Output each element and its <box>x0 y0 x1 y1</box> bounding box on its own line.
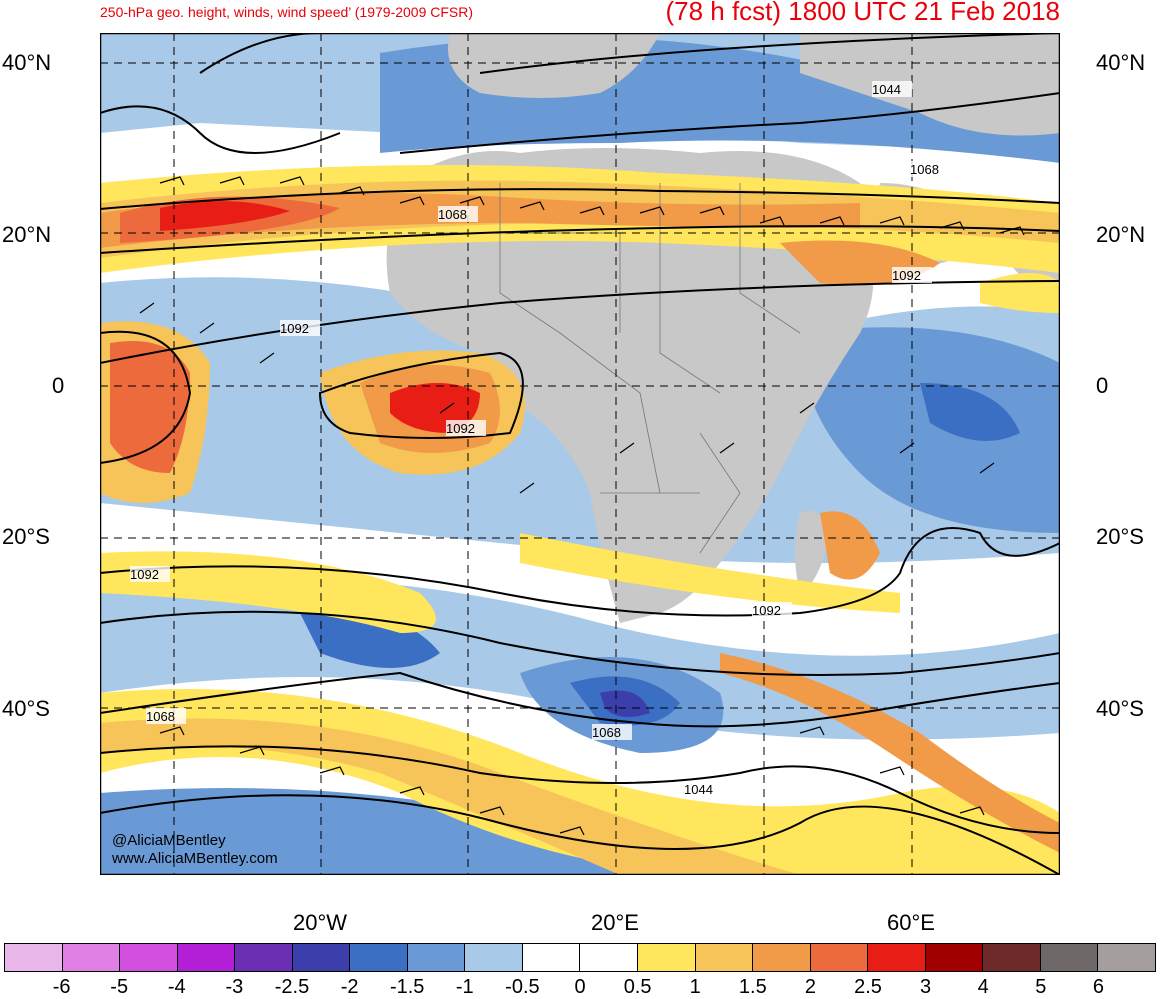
colorbar-tick-label: 1.5 <box>738 976 767 998</box>
contour-label: 1092 <box>130 567 159 582</box>
colorbar-swatch <box>465 944 523 971</box>
colorbar-tick-label: -2.5 <box>274 976 310 998</box>
colorbar-swatch <box>810 944 869 971</box>
colorbar-tick-label: 1 <box>689 976 701 998</box>
graticule <box>100 33 1060 875</box>
contour-label: 1068 <box>438 207 467 222</box>
colorbar-swatch <box>1098 944 1155 971</box>
colorbar-tick-label: -0.5 <box>505 976 540 998</box>
colorbar-swatch <box>522 944 581 971</box>
colorbar-swatch <box>5 944 63 971</box>
lat-label-left: 40°S <box>2 696 50 721</box>
colorbar-tick-label: -6 <box>52 976 71 998</box>
contour-label: 1092 <box>280 321 309 336</box>
colorbar-swatch <box>292 944 351 971</box>
lat-label-right: 0 <box>1096 373 1109 398</box>
colorbar-tick-label: -1.5 <box>389 976 425 998</box>
lat-label-left: 20°N <box>2 222 52 247</box>
contour-label: 1044 <box>872 82 901 97</box>
lat-label-left: 0 <box>52 373 65 398</box>
lat-label-left: 20°S <box>2 524 50 549</box>
colorbar-tick-label: -5 <box>110 976 129 998</box>
colorbar-tick-label: 2.5 <box>854 976 882 998</box>
contour-label: 1044 <box>684 782 713 797</box>
colorbar-tick-label: 0.5 <box>623 976 652 998</box>
lat-label-right: 40°S <box>1096 696 1144 721</box>
map-title: (78 h fcst) 1800 UTC 21 Feb 2018 <box>665 0 1060 26</box>
colorbar-swatch <box>120 944 178 971</box>
colorbar-swatch <box>62 944 121 971</box>
colorbar-tick-label: -1 <box>455 976 474 998</box>
colorbar-tick-label: 6 <box>1092 976 1104 998</box>
lat-label-right: 40°N <box>1096 50 1146 75</box>
credits: @AliciaMBentley www.AliciaMBentley.com <box>112 832 278 868</box>
colorbar-swatch <box>695 944 754 971</box>
lat-label-right: 20°N <box>1096 222 1146 247</box>
colorbar-ticks: -6 -5 -4 -3 -2.5 -2 -1.5 -1 -0.5 0 0.5 1 1.5 2 2.5 3 4 5 6 <box>4 976 1156 998</box>
contour-label: 1092 <box>752 603 781 618</box>
colorbar <box>4 943 1156 972</box>
colorbar-tick-label: 5 <box>1035 976 1047 998</box>
wind-barbs <box>139 176 1025 836</box>
colorbar-tick-label: -2 <box>340 976 359 998</box>
contour-label: 1068 <box>146 709 175 724</box>
colorbar-swatch <box>407 944 466 971</box>
colorbar-swatch <box>753 944 811 971</box>
colorbar-swatch <box>1040 944 1099 971</box>
colorbar-tick-label: 0 <box>574 976 586 998</box>
colorbar-tick-label: -4 <box>167 976 186 998</box>
colorbar-swatch <box>638 944 696 971</box>
lon-label: 20°W <box>292 910 348 935</box>
credit-handle: @AliciaMBentley <box>112 832 226 849</box>
colorbar-swatch <box>868 944 926 971</box>
height-contours <box>100 33 1060 875</box>
colorbar-tick-label: -3 <box>225 976 244 998</box>
map-subtitle: 250-hPa geo. height, winds, wind speed’ … <box>100 4 474 20</box>
colorbar-swatch <box>925 944 984 971</box>
colorbar-tick-label: 2 <box>804 976 816 998</box>
credit-site: www.AliciaMBentley.com <box>112 850 278 867</box>
map-canvas: 1044 1068 1068 1092 1092 1092 1092 1092 … <box>100 33 1060 875</box>
colorbar-tick-label: 3 <box>920 976 932 998</box>
colorbar-swatch <box>350 944 408 971</box>
colorbar-swatch <box>983 944 1041 971</box>
colorbar-tick-label: 4 <box>977 976 989 998</box>
contour-label: 1092 <box>892 268 921 283</box>
contour-label: 1068 <box>592 725 621 740</box>
colorbar-swatch <box>177 944 236 971</box>
colorbar-swatch <box>235 944 293 971</box>
lon-label: 60°E <box>887 910 935 935</box>
contour-label: 1092 <box>446 421 475 436</box>
lat-label-right: 20°S <box>1096 524 1144 549</box>
contour-label: 1068 <box>910 162 939 177</box>
lon-label: 20°E <box>591 910 639 935</box>
colorbar-swatch <box>580 944 639 971</box>
lat-label-left: 40°N <box>2 50 52 75</box>
